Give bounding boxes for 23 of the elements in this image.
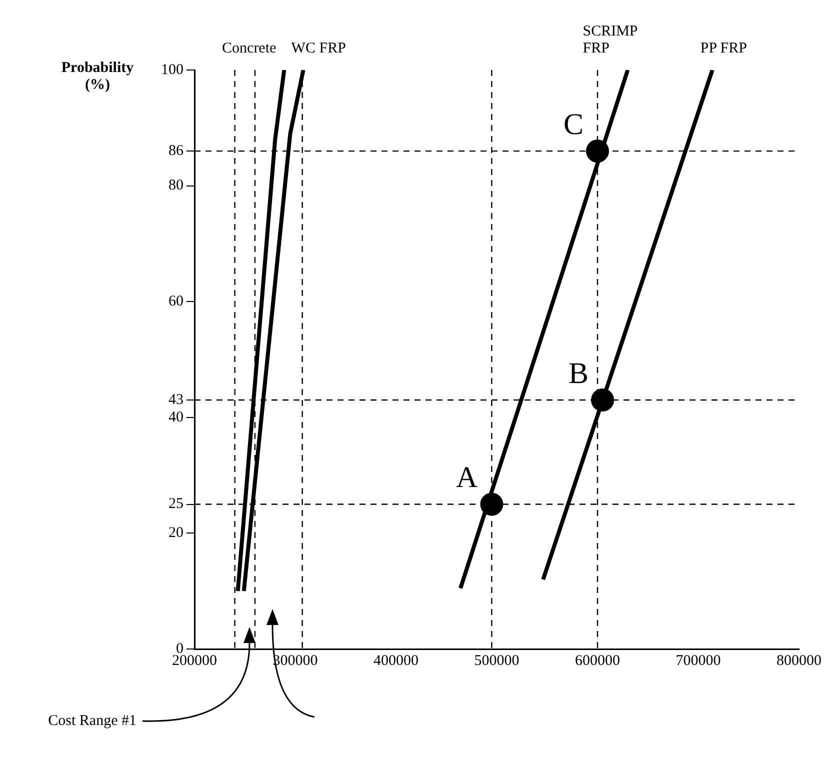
y-tick-label: 40 xyxy=(168,409,184,426)
series-label: PP FRP xyxy=(700,40,747,56)
y-axis-title: Probability (%) xyxy=(61,60,134,93)
x-tick-label: 500000 xyxy=(474,652,520,669)
y-tick-label: 100 xyxy=(161,62,184,78)
series-label: WC FRP xyxy=(291,40,346,56)
x-tick-label: 200000 xyxy=(172,652,217,669)
y-tick-label: 80 xyxy=(168,178,184,194)
y-tick-label: 25 xyxy=(168,496,184,512)
x-tick-label: 400000 xyxy=(374,652,418,669)
annotation: A xyxy=(456,461,478,494)
annotation: B xyxy=(568,356,589,390)
x-tick-label: 800000 xyxy=(776,652,822,669)
y-tick-label: 43 xyxy=(168,392,184,408)
x-tick-label: 600000 xyxy=(575,652,620,669)
y-tick-label: 86 xyxy=(168,142,184,159)
y-tick-label: 20 xyxy=(168,525,184,542)
series-label: SCRIMP FRP xyxy=(582,23,638,56)
annotation: C xyxy=(563,108,584,141)
text: Cost Range #1 xyxy=(48,712,136,729)
y-tick-label: 60 xyxy=(168,294,184,310)
series-label: Concrete xyxy=(222,40,277,56)
x-tick-label: 700000 xyxy=(676,652,721,669)
